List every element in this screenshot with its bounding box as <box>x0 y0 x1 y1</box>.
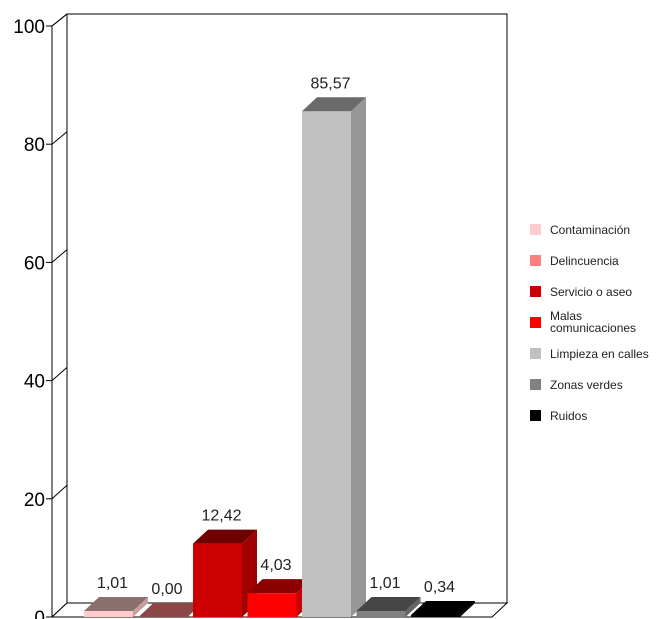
legend-item-1: Delincuencia <box>530 254 619 268</box>
bar-5 <box>356 597 421 617</box>
legend-label: Contaminación <box>550 223 630 237</box>
legend-swatch <box>530 286 541 297</box>
data-labels: 1,01 0,00 12,42 4,03 85,57 1,01 0,34 <box>97 75 455 598</box>
side-wall-top <box>51 13 68 27</box>
bar-front <box>193 543 242 617</box>
bar-front <box>356 611 406 617</box>
bar-1 <box>138 603 203 617</box>
back-wall <box>66 13 508 604</box>
legend-item-4: Limpieza en calles <box>530 347 649 361</box>
bar-0 <box>84 597 148 617</box>
bar-front <box>411 614 460 617</box>
bar-front <box>247 593 297 617</box>
bar-top <box>84 597 148 612</box>
legend-swatch <box>530 379 541 390</box>
data-label: 0,00 <box>151 581 182 598</box>
bar-top <box>193 529 257 544</box>
legend-label: Delincuencia <box>550 254 619 268</box>
side-gridline <box>51 131 68 145</box>
legend-item-6: Ruidos <box>530 409 587 423</box>
bar-side <box>460 600 475 617</box>
y-tick-label: 80 <box>24 135 45 156</box>
bar-3 <box>247 579 312 617</box>
legend-label: Ruidos <box>550 409 587 423</box>
legend: Contaminación Delincuencia Servicio o aseo… <box>530 223 649 423</box>
data-label: 1,01 <box>97 575 128 592</box>
bar-2 <box>193 529 257 617</box>
legend-swatch <box>530 348 541 359</box>
data-label: 85,57 <box>310 75 350 92</box>
legend-label: Servicio o aseo <box>550 285 632 299</box>
bars <box>84 97 475 617</box>
legend-label: Zonas verdes <box>550 378 623 392</box>
data-label: 12,42 <box>201 508 241 525</box>
side-gridline <box>51 484 68 500</box>
legend-item-2: Servicio o aseo <box>530 285 632 299</box>
bar-top <box>247 579 312 594</box>
bar-side <box>405 597 421 617</box>
data-label: 4,03 <box>260 557 291 574</box>
data-label: 1,01 <box>369 575 400 592</box>
bar-4 <box>302 97 366 617</box>
y-tick-label: 60 <box>24 253 45 274</box>
y-tick-label: 100 <box>13 17 45 38</box>
y-tick-label: 20 <box>24 490 45 511</box>
data-label: 0,34 <box>424 579 455 596</box>
y-axis-ticks: 0 20 40 60 80 100 <box>13 17 52 619</box>
legend-item-0: Contaminación <box>530 223 630 237</box>
side-gridline <box>51 367 68 381</box>
y-tick-label: 0 <box>34 608 45 619</box>
bar-side <box>351 97 366 617</box>
bar-side <box>133 597 148 617</box>
legend-swatch <box>530 255 541 266</box>
legend-label: Limpieza en calles <box>550 347 649 361</box>
bar-front <box>302 111 351 617</box>
side-gridline <box>51 249 68 263</box>
legend-swatch <box>530 410 541 421</box>
legend-label: comunicaciones <box>550 321 636 335</box>
legend-swatch <box>530 317 541 328</box>
legend-label: Malas <box>550 309 582 323</box>
bar-6 <box>411 600 475 617</box>
legend-swatch <box>530 224 541 235</box>
bar-top <box>411 600 475 615</box>
legend-item-5: Zonas verdes <box>530 378 623 392</box>
y-tick-label: 40 <box>24 372 45 393</box>
bar-top <box>138 603 203 617</box>
bar-top <box>302 97 366 112</box>
bar-top <box>356 597 421 612</box>
bar-front <box>84 611 133 617</box>
chart-axes <box>50 13 509 618</box>
